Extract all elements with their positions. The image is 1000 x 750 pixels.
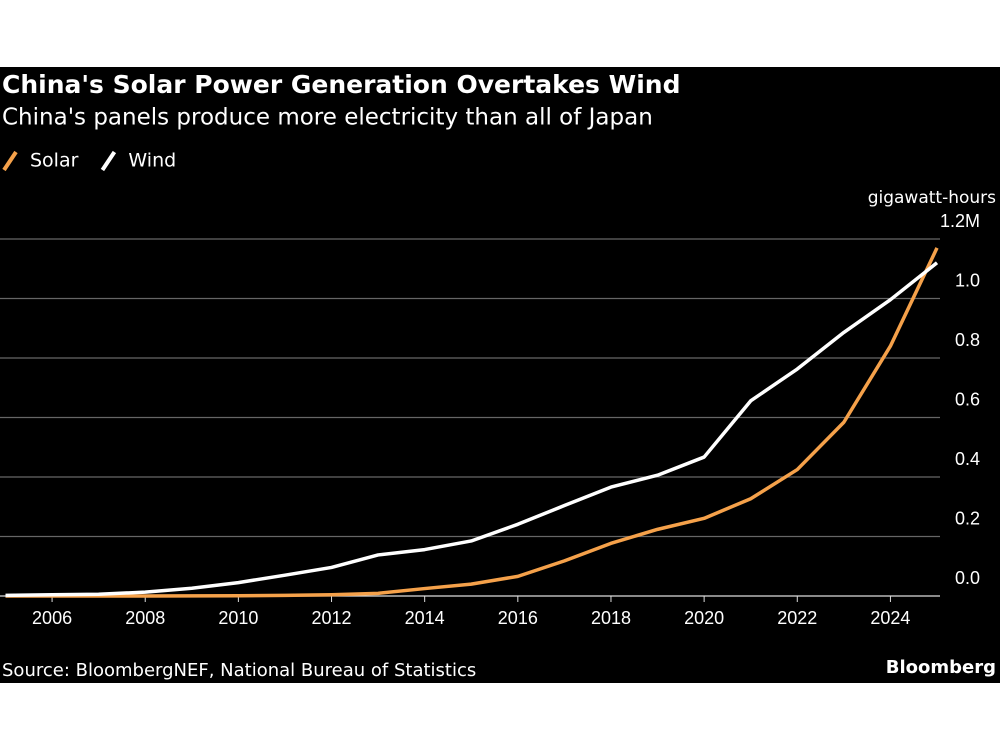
- y-tick-label: 1.2M: [940, 211, 980, 231]
- legend-label: Wind: [128, 150, 176, 172]
- x-tick-label: 2006: [32, 608, 72, 628]
- y-tick-label: 1.0: [955, 270, 980, 290]
- y-axis-label: gigawatt-hours: [868, 188, 996, 208]
- x-tick-label: 2008: [125, 608, 165, 628]
- x-tick-label: 2012: [312, 608, 352, 628]
- x-tick-label: 2022: [777, 608, 817, 628]
- y-tick-label: 0.6: [955, 389, 980, 409]
- y-tick-label: 0.0: [955, 568, 980, 588]
- x-tick-label: 2018: [591, 608, 631, 628]
- x-tick-label: 2010: [218, 608, 258, 628]
- y-tick-label: 0.2: [955, 508, 980, 528]
- series-line: [5, 261, 939, 598]
- x-tick-label: 2016: [498, 608, 538, 628]
- chart-subtitle: China's panels produce more electricity …: [2, 105, 653, 131]
- chart-title: China's Solar Power Generation Overtakes…: [2, 70, 680, 99]
- series-line: [5, 247, 939, 598]
- legend-label: Solar: [30, 150, 79, 172]
- x-tick-label: 2020: [684, 608, 724, 628]
- legend-swatch: [100, 150, 117, 172]
- x-tick-label: 2014: [405, 608, 445, 628]
- y-tick-label: 0.4: [955, 449, 980, 469]
- brand: Bloomberg: [886, 657, 996, 678]
- legend-swatch: [2, 150, 18, 172]
- y-tick-label: 0.8: [955, 330, 980, 350]
- x-tick-label: 2024: [870, 608, 910, 628]
- source: Source: BloombergNEF, National Bureau of…: [2, 660, 476, 681]
